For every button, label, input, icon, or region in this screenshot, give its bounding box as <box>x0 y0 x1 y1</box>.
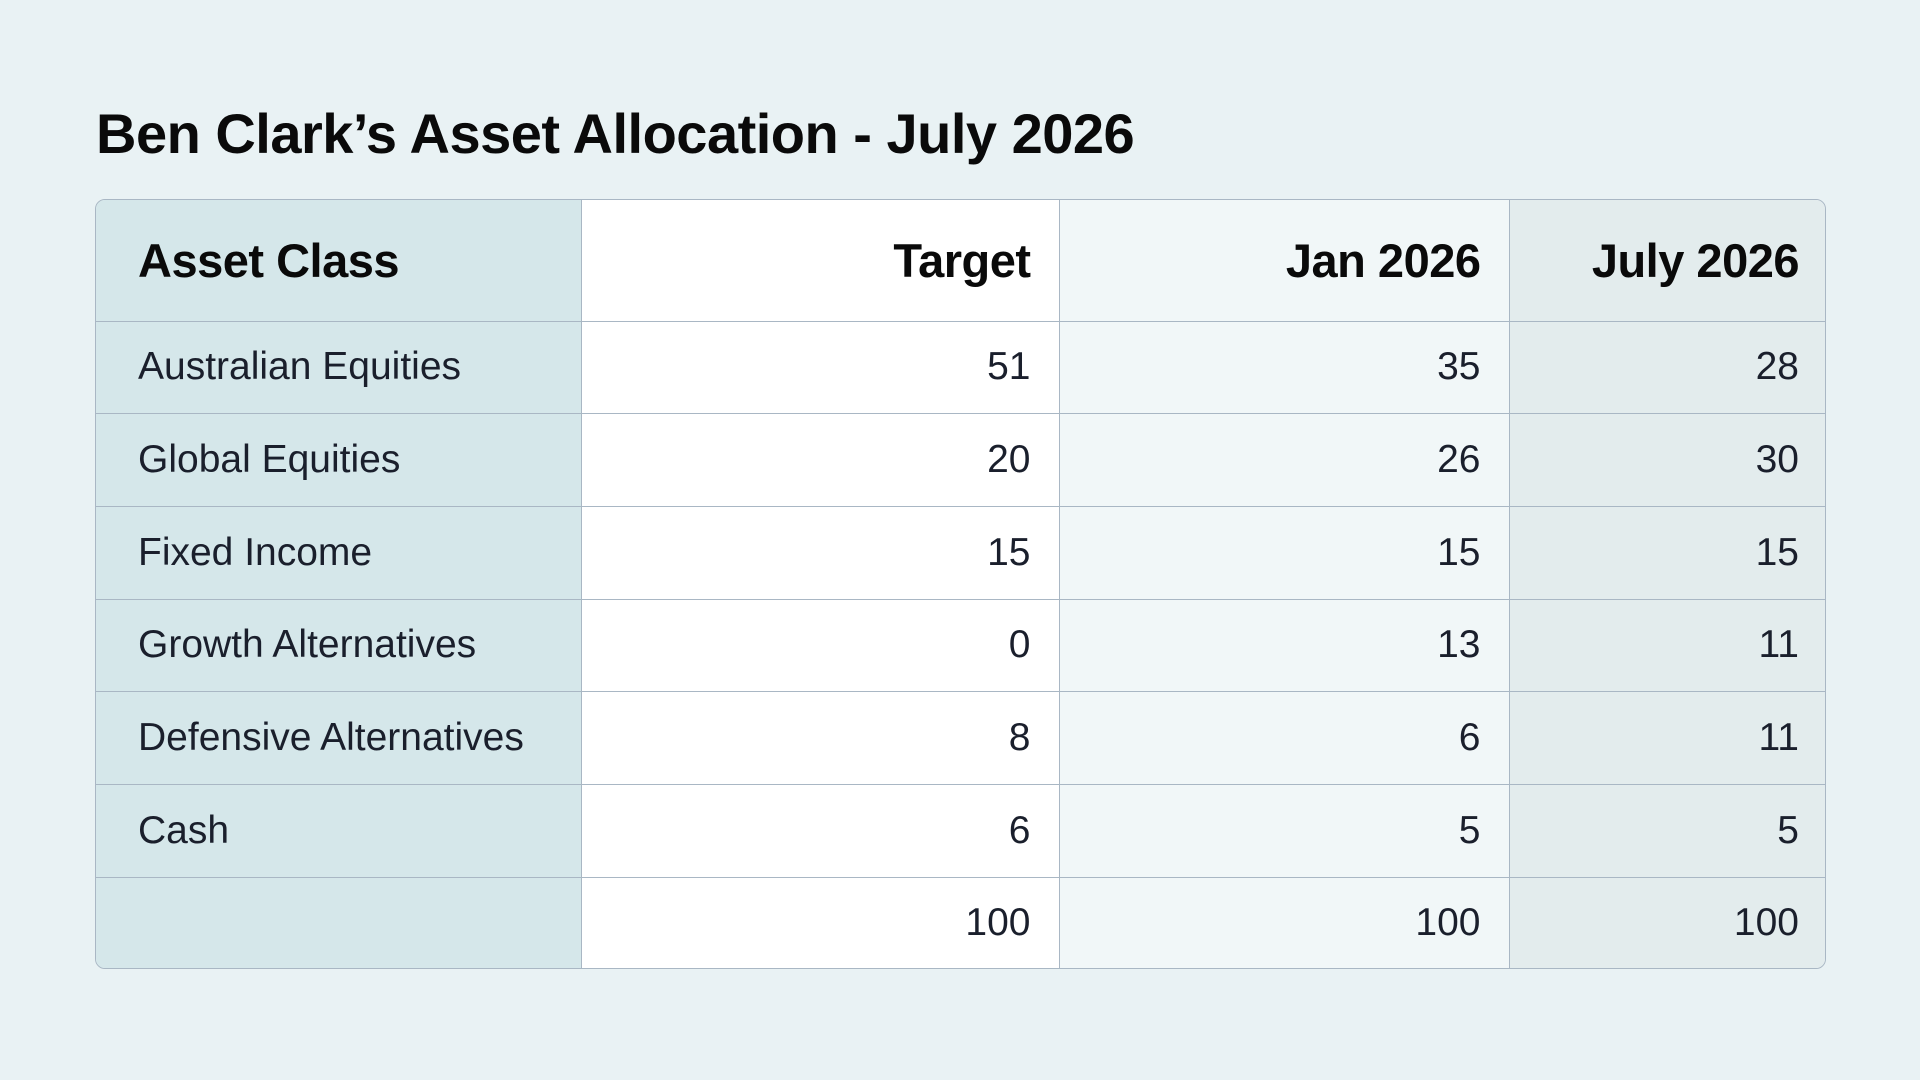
july-2026-cell: 28 <box>1508 320 1825 415</box>
table-row: Growth Alternatives 0 13 11 <box>96 598 1825 693</box>
header-july-2026: July 2026 <box>1508 200 1825 322</box>
asset-class-cell: Defensive Alternatives <box>96 691 582 786</box>
allocation-table: Asset Class Target Jan 2026 July 2026 Au… <box>95 199 1826 969</box>
total-row: 100 100 100 <box>96 876 1825 968</box>
target-cell: 6 <box>580 784 1060 878</box>
table-row: Cash 6 5 5 <box>96 784 1825 878</box>
target-cell: 0 <box>580 598 1060 693</box>
table-row: Defensive Alternatives 8 6 11 <box>96 691 1825 786</box>
total-label-cell <box>96 876 582 968</box>
asset-class-cell: Global Equities <box>96 413 582 507</box>
jan-2026-total-cell: 100 <box>1058 876 1510 968</box>
target-cell: 51 <box>580 320 1060 415</box>
july-2026-cell: 30 <box>1508 413 1825 507</box>
header-jan-2026: Jan 2026 <box>1058 200 1510 322</box>
jan-2026-cell: 13 <box>1058 598 1510 693</box>
table-row: Australian Equities 51 35 28 <box>96 320 1825 415</box>
jan-2026-cell: 5 <box>1058 784 1510 878</box>
jan-2026-cell: 26 <box>1058 413 1510 507</box>
july-2026-total-cell: 100 <box>1508 876 1825 968</box>
table-header-row: Asset Class Target Jan 2026 July 2026 <box>96 200 1825 322</box>
july-2026-cell: 11 <box>1508 598 1825 693</box>
header-target: Target <box>580 200 1060 322</box>
jan-2026-cell: 15 <box>1058 505 1510 600</box>
asset-class-cell: Fixed Income <box>96 505 582 600</box>
target-cell: 8 <box>580 691 1060 786</box>
jan-2026-cell: 35 <box>1058 320 1510 415</box>
asset-class-cell: Growth Alternatives <box>96 598 582 693</box>
july-2026-cell: 5 <box>1508 784 1825 878</box>
asset-class-cell: Cash <box>96 784 582 878</box>
table-row: Fixed Income 15 15 15 <box>96 505 1825 600</box>
table-row: Global Equities 20 26 30 <box>96 413 1825 507</box>
page-title: Ben Clark’s Asset Allocation - July 2026 <box>96 102 1135 165</box>
july-2026-cell: 11 <box>1508 691 1825 786</box>
asset-class-cell: Australian Equities <box>96 320 582 415</box>
jan-2026-cell: 6 <box>1058 691 1510 786</box>
header-asset-class: Asset Class <box>96 200 582 322</box>
target-cell: 20 <box>580 413 1060 507</box>
target-cell: 15 <box>580 505 1060 600</box>
target-total-cell: 100 <box>580 876 1060 968</box>
july-2026-cell: 15 <box>1508 505 1825 600</box>
